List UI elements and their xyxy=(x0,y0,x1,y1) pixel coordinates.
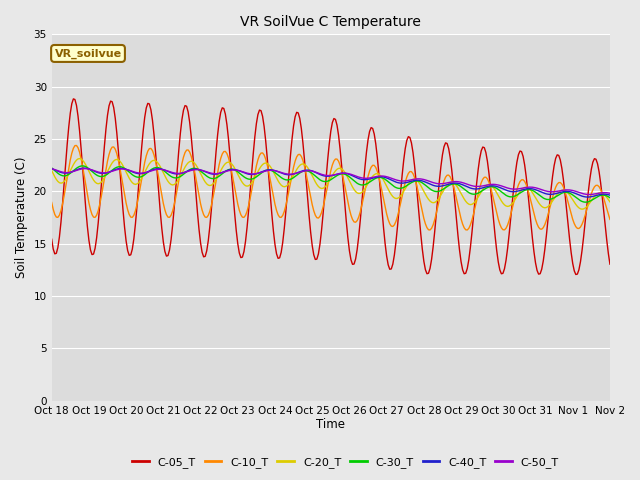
C-30_T xyxy=(386,180,394,186)
C-40_T xyxy=(81,165,88,171)
C-10_T xyxy=(63,175,71,180)
C-40_T xyxy=(63,170,71,176)
C-20_T xyxy=(398,191,406,197)
C-30_T xyxy=(79,163,86,169)
C-30_T xyxy=(153,165,161,170)
C-10_T xyxy=(541,222,548,228)
Line: C-40_T: C-40_T xyxy=(52,168,610,197)
C-10_T xyxy=(153,166,161,172)
C-10_T xyxy=(463,227,471,233)
C-10_T xyxy=(398,193,406,199)
C-05_T xyxy=(63,142,71,147)
C-50_T xyxy=(48,166,56,172)
C-50_T xyxy=(606,191,614,196)
C-05_T xyxy=(606,261,614,267)
C-20_T xyxy=(606,199,614,205)
C-10_T xyxy=(72,143,80,148)
C-30_T xyxy=(581,199,589,205)
C-05_T xyxy=(70,96,77,102)
C-40_T xyxy=(398,180,406,186)
C-20_T xyxy=(578,206,586,212)
C-05_T xyxy=(48,236,56,242)
C-20_T xyxy=(63,174,71,180)
C-20_T xyxy=(76,156,83,161)
C-05_T xyxy=(540,258,547,264)
C-50_T xyxy=(386,175,394,180)
C-30_T xyxy=(48,165,56,171)
C-40_T xyxy=(367,176,375,181)
C-05_T xyxy=(153,169,161,175)
C-40_T xyxy=(386,176,394,182)
Legend: C-05_T, C-10_T, C-20_T, C-30_T, C-40_T, C-50_T: C-05_T, C-10_T, C-20_T, C-30_T, C-40_T, … xyxy=(128,452,563,472)
C-05_T xyxy=(398,172,406,178)
C-40_T xyxy=(584,194,592,200)
C-05_T xyxy=(572,272,580,277)
Line: C-30_T: C-30_T xyxy=(52,166,610,202)
C-20_T xyxy=(540,204,547,210)
C-20_T xyxy=(367,176,375,181)
C-40_T xyxy=(153,166,161,172)
C-10_T xyxy=(386,221,394,227)
C-30_T xyxy=(606,195,614,201)
Line: C-05_T: C-05_T xyxy=(52,99,610,275)
Line: C-10_T: C-10_T xyxy=(52,145,610,230)
C-50_T xyxy=(82,166,90,171)
C-50_T xyxy=(63,170,71,176)
C-30_T xyxy=(540,195,547,201)
C-50_T xyxy=(153,167,161,172)
C-05_T xyxy=(367,125,375,131)
C-30_T xyxy=(398,185,406,191)
Y-axis label: Soil Temperature (C): Soil Temperature (C) xyxy=(15,157,28,278)
C-50_T xyxy=(586,192,594,197)
Line: C-20_T: C-20_T xyxy=(52,158,610,209)
C-20_T xyxy=(48,168,56,173)
C-05_T xyxy=(386,266,394,272)
C-20_T xyxy=(153,159,161,165)
X-axis label: Time: Time xyxy=(316,419,346,432)
C-10_T xyxy=(48,200,56,205)
C-50_T xyxy=(367,175,375,180)
C-40_T xyxy=(48,166,56,171)
C-10_T xyxy=(367,164,375,170)
C-40_T xyxy=(606,192,614,198)
C-20_T xyxy=(386,189,394,195)
C-40_T xyxy=(540,190,547,196)
C-10_T xyxy=(606,216,614,222)
C-30_T xyxy=(63,172,71,178)
C-30_T xyxy=(367,178,375,184)
Title: VR SoilVue C Temperature: VR SoilVue C Temperature xyxy=(241,15,421,29)
Text: VR_soilvue: VR_soilvue xyxy=(54,48,122,59)
C-50_T xyxy=(398,178,406,184)
Line: C-50_T: C-50_T xyxy=(52,168,610,194)
C-50_T xyxy=(540,187,547,193)
